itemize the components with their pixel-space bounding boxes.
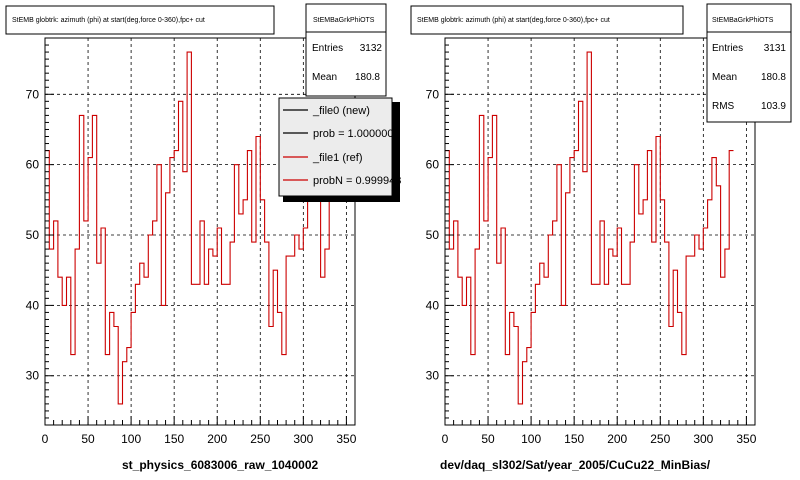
histogram-series-line (445, 51, 734, 405)
legend-label-probn: probN = 0.999943 (313, 175, 401, 187)
x-tick-label: 0 (442, 432, 449, 446)
right-stats-rms-label: RMS (712, 101, 735, 112)
right-histogram-panel: StEMB globtrk: azimuth (phi) at start(de… (410, 3, 792, 472)
right-stats-name: StEMBaGrkPhiOTS (712, 17, 774, 24)
right-title-box (410, 5, 684, 35)
right-y-ticks: 30 40 50 60 70 (426, 37, 454, 426)
y-tick-label: 40 (26, 298, 40, 312)
y-tick-label: 30 (426, 369, 440, 383)
y-tick-label: 30 (26, 369, 40, 383)
left-title-box (5, 5, 275, 35)
legend-label-file1: _file1 (ref) (312, 152, 363, 164)
x-tick-label: 350 (336, 432, 356, 446)
y-tick-label: 70 (426, 87, 440, 101)
left-title: StEMB globtrk: azimuth (phi) at start(de… (12, 17, 205, 24)
legend-label-prob: prob = 1.000000 (313, 128, 393, 140)
left-stats-mean-label: Mean (312, 72, 337, 83)
x-tick-label: 150 (164, 432, 184, 446)
left-y-ticks: 30 40 50 60 70 (26, 37, 54, 426)
y-tick-label: 60 (426, 158, 440, 172)
right-stats-rms-value: 103.9 (761, 101, 786, 112)
right-stats-box (706, 3, 792, 123)
histogram-series-line (45, 51, 334, 405)
left-stats-box (305, 3, 387, 97)
right-stats-mean-value: 180.8 (761, 72, 786, 83)
x-tick-label: 250 (250, 432, 270, 446)
y-tick-label: 50 (426, 228, 440, 242)
x-tick-label: 250 (650, 432, 670, 446)
y-tick-label: 50 (26, 228, 40, 242)
right-series (445, 51, 734, 405)
right-x-ticks: 0 50 100 150 200 250 300 350 (442, 416, 757, 446)
y-tick-label: 70 (26, 87, 40, 101)
right-stats-entries-label: Entries (712, 43, 743, 54)
x-tick-label: 50 (481, 432, 495, 446)
left-histogram-panel: StEMB globtrk: azimuth (phi) at start(de… (5, 3, 401, 472)
x-tick-label: 50 (81, 432, 95, 446)
right-title: StEMB globtrk: azimuth (phi) at start(de… (417, 17, 610, 24)
x-tick-label: 0 (42, 432, 49, 446)
left-x-axis-label: st_physics_6083006_raw_1040002 (122, 458, 318, 472)
left-stats-entries-value: 3132 (360, 43, 383, 54)
legend: _file0 (new) prob = 1.000000 _file1 (ref… (278, 97, 401, 202)
x-tick-label: 200 (607, 432, 627, 446)
x-tick-label: 200 (207, 432, 227, 446)
left-x-ticks: 0 50 100 150 200 250 300 350 (42, 416, 357, 446)
x-tick-label: 100 (521, 432, 541, 446)
right-stats-entries-value: 3131 (764, 43, 787, 54)
x-tick-label: 300 (293, 432, 313, 446)
x-tick-label: 300 (693, 432, 713, 446)
x-tick-label: 350 (736, 432, 756, 446)
left-stats-mean-value: 180.8 (355, 72, 380, 83)
y-tick-label: 60 (26, 158, 40, 172)
right-x-axis-label: dev/daq_sl302/Sat/year_2005/CuCu22_MinBi… (440, 458, 711, 472)
left-stats-name: StEMBaGrkPhiOTS (313, 17, 375, 24)
x-tick-label: 150 (564, 432, 584, 446)
left-series-file1 (45, 51, 334, 405)
legend-label-file0: _file0 (new) (312, 105, 370, 117)
x-tick-label: 100 (121, 432, 141, 446)
y-tick-label: 40 (426, 298, 440, 312)
left-stats-entries-label: Entries (312, 43, 343, 54)
right-stats-mean-label: Mean (712, 72, 737, 83)
